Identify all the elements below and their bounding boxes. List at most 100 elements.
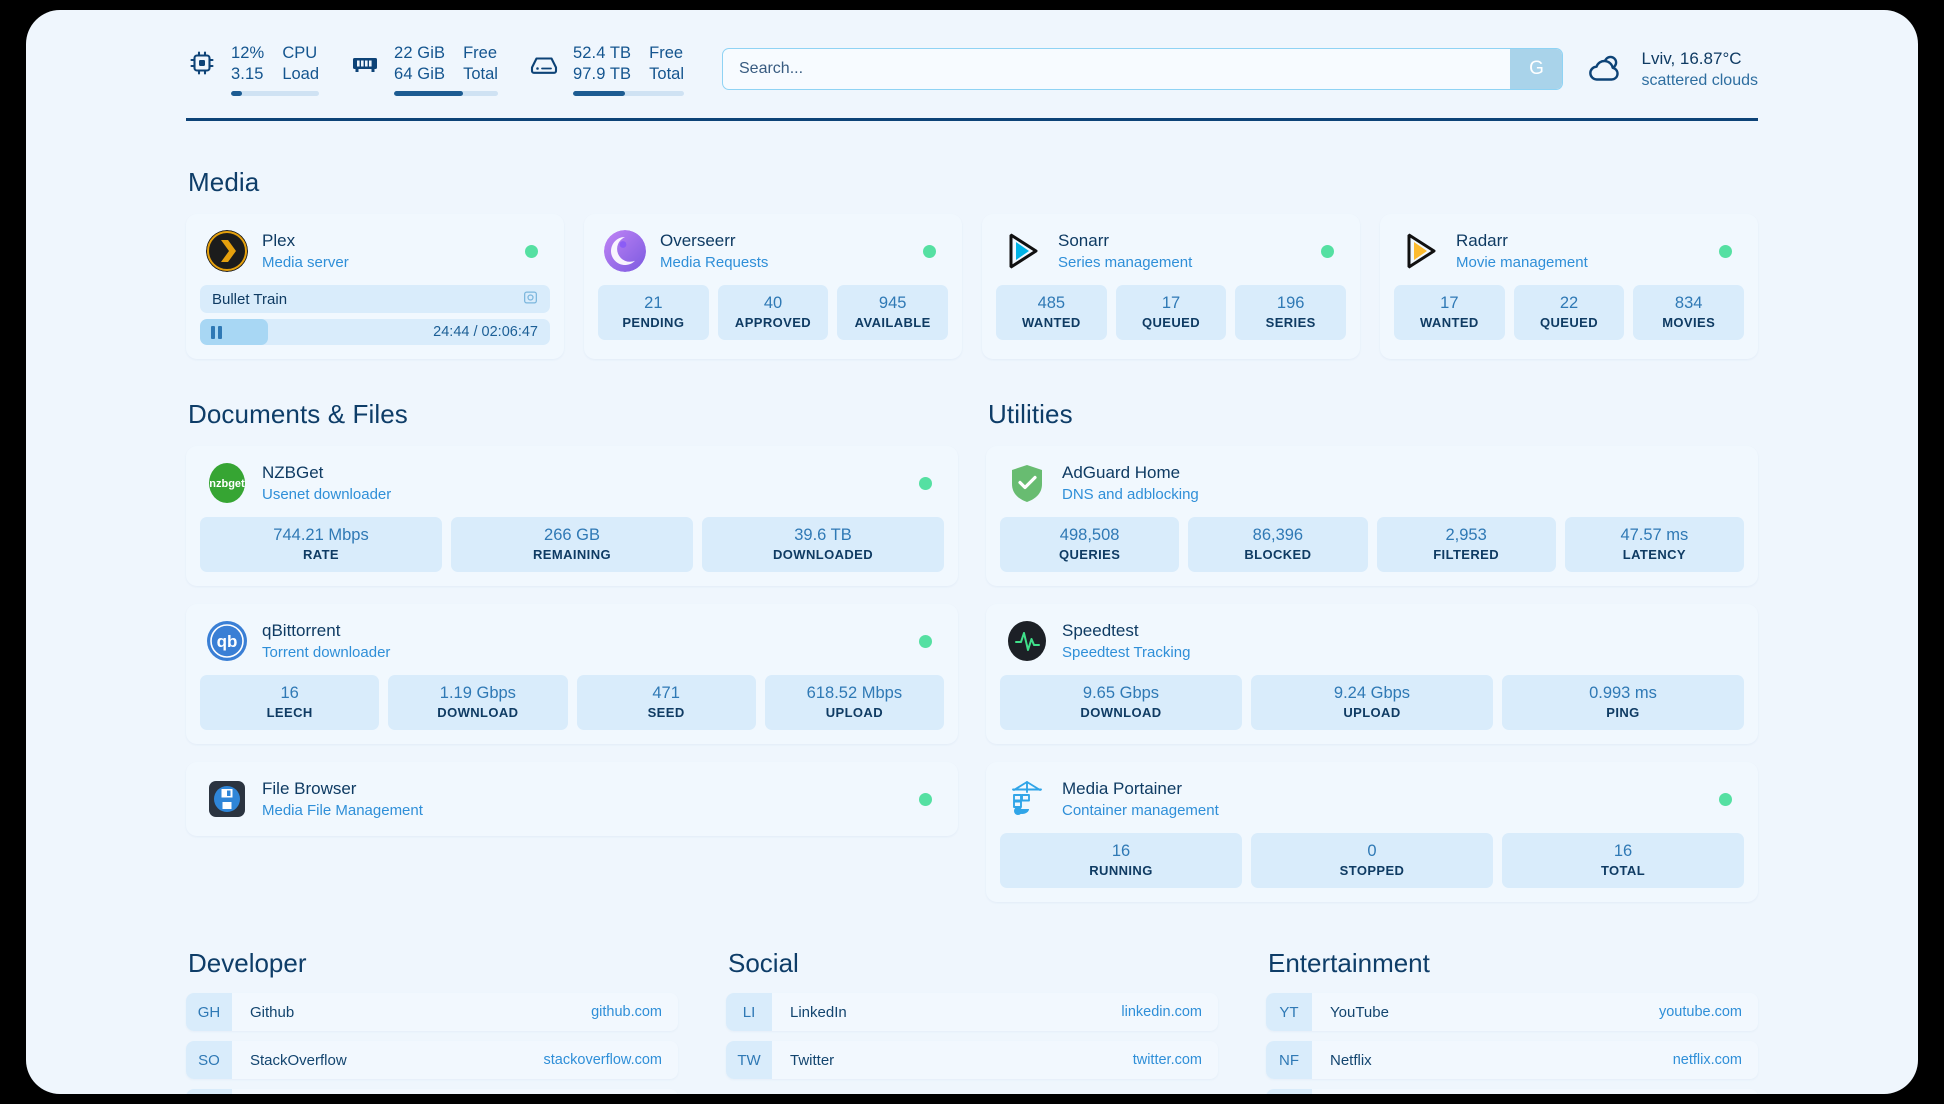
bookmark-url: reddit.com <box>1674 1089 1758 1094</box>
search-submit-button[interactable]: G <box>1510 49 1563 89</box>
bookmark-item-stackoverflow[interactable]: SO StackOverflow stackoverflow.com <box>186 1041 678 1079</box>
stat-label: WANTED <box>1021 315 1081 330</box>
card-header: Media Portainer Container management <box>1000 776 1744 822</box>
bookmark-item-twitter[interactable]: TW Twitter twitter.com <box>726 1041 1218 1079</box>
card-stats: 744.21 Mbps RATE 266 GB REMAINING 39.6 T… <box>200 517 944 572</box>
cpu-value-secondary: 3.15 <box>231 64 264 83</box>
pause-icon[interactable] <box>211 325 222 339</box>
section-title-utilities: Utilities <box>988 399 1073 429</box>
stat-value: 9.65 Gbps <box>1082 684 1160 702</box>
stat-label: TOTAL <box>1600 863 1646 878</box>
bookmark-url: youtube.com <box>1658 1004 1742 1020</box>
service-card-sonarr[interactable]: Sonarr Series management 485 WANTED 17 Q… <box>982 214 1360 359</box>
card-stats: 485 WANTED 17 QUEUED 196 SERIES <box>996 285 1347 340</box>
card-title: NZBGet <box>262 463 324 482</box>
memory-value-primary: 22 GiB <box>394 43 446 62</box>
stat-block: 945 AVAILABLE <box>837 285 949 340</box>
service-card-radarr[interactable]: Radarr Movie management 17 WANTED 22 QUE… <box>1380 214 1758 359</box>
playback-total: 02:06:47 <box>481 324 538 340</box>
card-header: Plex Media server <box>200 228 550 274</box>
stat-value: 22 <box>1559 294 1579 312</box>
stat-value: 86,396 <box>1252 526 1304 544</box>
top-bar: 12% 3.15 CPU Load <box>26 10 1918 102</box>
card-subtitle: Media File Management <box>262 802 423 819</box>
memory-label-primary: Free <box>463 43 498 62</box>
card-subtitle: Media Requests <box>660 254 769 271</box>
bookmark-item-reddit[interactable]: RE Reddit reddit.com <box>1266 1089 1758 1094</box>
bookmark-url: linkedin.com <box>1121 1004 1202 1020</box>
card-subtitle: Series management <box>1058 254 1193 271</box>
card-title: Media Portainer <box>1062 779 1183 798</box>
stat-block: 834 MOVIES <box>1633 285 1745 340</box>
card-title: Sonarr <box>1058 231 1110 250</box>
stat-block: 16 LEECH <box>200 675 380 730</box>
service-card-qbittorrent[interactable]: qb qBittorrent Torrent downloader <box>186 604 958 744</box>
stat-label: SEED <box>647 705 685 720</box>
card-title: Speedtest <box>1062 621 1139 640</box>
bookmark-item-netflix[interactable]: NF Netflix netflix.com <box>1266 1041 1758 1079</box>
service-card-file-browser[interactable]: File Browser Media File Management <box>186 762 958 836</box>
service-card-plex[interactable]: Plex Media server Bullet Train <box>186 214 564 359</box>
bookmark-item-linkedin[interactable]: LI LinkedIn linkedin.com <box>726 993 1218 1031</box>
overseerr-logo-icon <box>604 230 646 272</box>
service-card-speedtest[interactable]: Speedtest Speedtest Tracking 9.65 Gbps D… <box>986 604 1758 744</box>
stat-block: 0 STOPPED <box>1251 833 1493 888</box>
bookmark-name: YouTube <box>1330 1003 1389 1021</box>
bookmark-group-title: Developer <box>188 948 307 978</box>
status-indicator-online <box>919 792 932 806</box>
bookmark-group-developer: Developer GH Github github.com SO StackO… <box>186 948 678 1094</box>
status-indicator-online <box>1719 244 1732 258</box>
search-input[interactable] <box>723 49 1511 89</box>
weather-widget[interactable]: Lviv, 16.87°C scattered clouds <box>1585 48 1758 91</box>
weather-condition: scattered clouds <box>1641 71 1758 89</box>
service-card-adguard-home[interactable]: AdGuard Home DNS and adblocking 498,508 … <box>986 446 1758 586</box>
playback-time: 24:44 / 02:06:47 <box>433 324 538 340</box>
stat-value: 266 GB <box>544 526 600 544</box>
playback-progress-bar[interactable]: 24:44 / 02:06:47 <box>200 319 550 345</box>
service-card-media-portainer[interactable]: Media Portainer Container management 16 … <box>986 762 1758 902</box>
adguard-logo-icon <box>1006 462 1048 504</box>
stat-value: 0 <box>1367 842 1377 860</box>
card-title: Overseerr <box>660 231 736 250</box>
stat-label: BLOCKED <box>1244 547 1312 562</box>
bookmark-name: StackOverflow <box>250 1051 347 1069</box>
bookmark-group-title: Social <box>728 948 799 978</box>
stat-block: 471 SEED <box>576 675 756 730</box>
bookmarks-grid: Developer GH Github github.com SO StackO… <box>186 948 1758 1094</box>
stat-block: 1.19 Gbps DOWNLOAD <box>388 675 568 730</box>
bookmark-item-youtube[interactable]: YT YouTube youtube.com <box>1266 993 1758 1031</box>
disk-value-primary: 52.4 TB <box>572 43 632 62</box>
memory-widget[interactable]: 22 GiB 64 GiB Free Total <box>349 43 498 96</box>
service-card-overseerr[interactable]: Overseerr Media Requests 21 PENDING 40 A… <box>584 214 962 359</box>
bookmark-list: GH Github github.com SO StackOverflow st… <box>186 993 678 1094</box>
stat-value: 834 <box>1674 294 1703 312</box>
disk-icon <box>528 47 560 79</box>
stat-label: PING <box>1606 705 1640 720</box>
memory-label-secondary: Total <box>463 64 498 83</box>
card-stats: 21 PENDING 40 APPROVED 945 AVAILABLE <box>598 285 949 340</box>
disk-widget[interactable]: 52.4 TB 97.9 TB Free Total <box>528 43 684 96</box>
stat-label: DOWNLOAD <box>1080 705 1162 720</box>
stat-value: 16 <box>1111 842 1131 860</box>
stat-block: 498,508 QUERIES <box>1000 517 1180 572</box>
card-header: Sonarr Series management <box>996 228 1346 274</box>
cast-icon[interactable] <box>523 290 538 309</box>
stat-value: 17 <box>1440 294 1459 312</box>
stat-label: RUNNING <box>1089 863 1153 878</box>
card-stats: 9.65 Gbps DOWNLOAD 9.24 Gbps UPLOAD 0.99… <box>1000 675 1744 730</box>
card-header: AdGuard Home DNS and adblocking <box>1000 460 1744 506</box>
bookmark-item-dev[interactable]: DT DEV dev.to <box>186 1089 678 1094</box>
bookmark-item-github[interactable]: GH Github github.com <box>186 993 678 1031</box>
cpu-widget[interactable]: 12% 3.15 CPU Load <box>186 43 320 96</box>
svg-text:nzbget: nzbget <box>209 478 245 490</box>
status-indicator-online <box>923 244 936 258</box>
stat-block: 22 QUEUED <box>1513 285 1625 340</box>
cpu-label-primary: CPU <box>282 43 318 62</box>
stat-value: 17 <box>1161 294 1181 312</box>
card-header: Radarr Movie management <box>1394 228 1744 274</box>
service-card-nzbget[interactable]: nzbget NZBGet Usenet downloader 74 <box>186 446 958 586</box>
section-title-media: Media <box>188 167 260 197</box>
portainer-logo-icon <box>1006 778 1048 820</box>
card-subtitle: Torrent downloader <box>262 644 391 661</box>
bookmark-abbr: YT <box>1266 993 1312 1031</box>
